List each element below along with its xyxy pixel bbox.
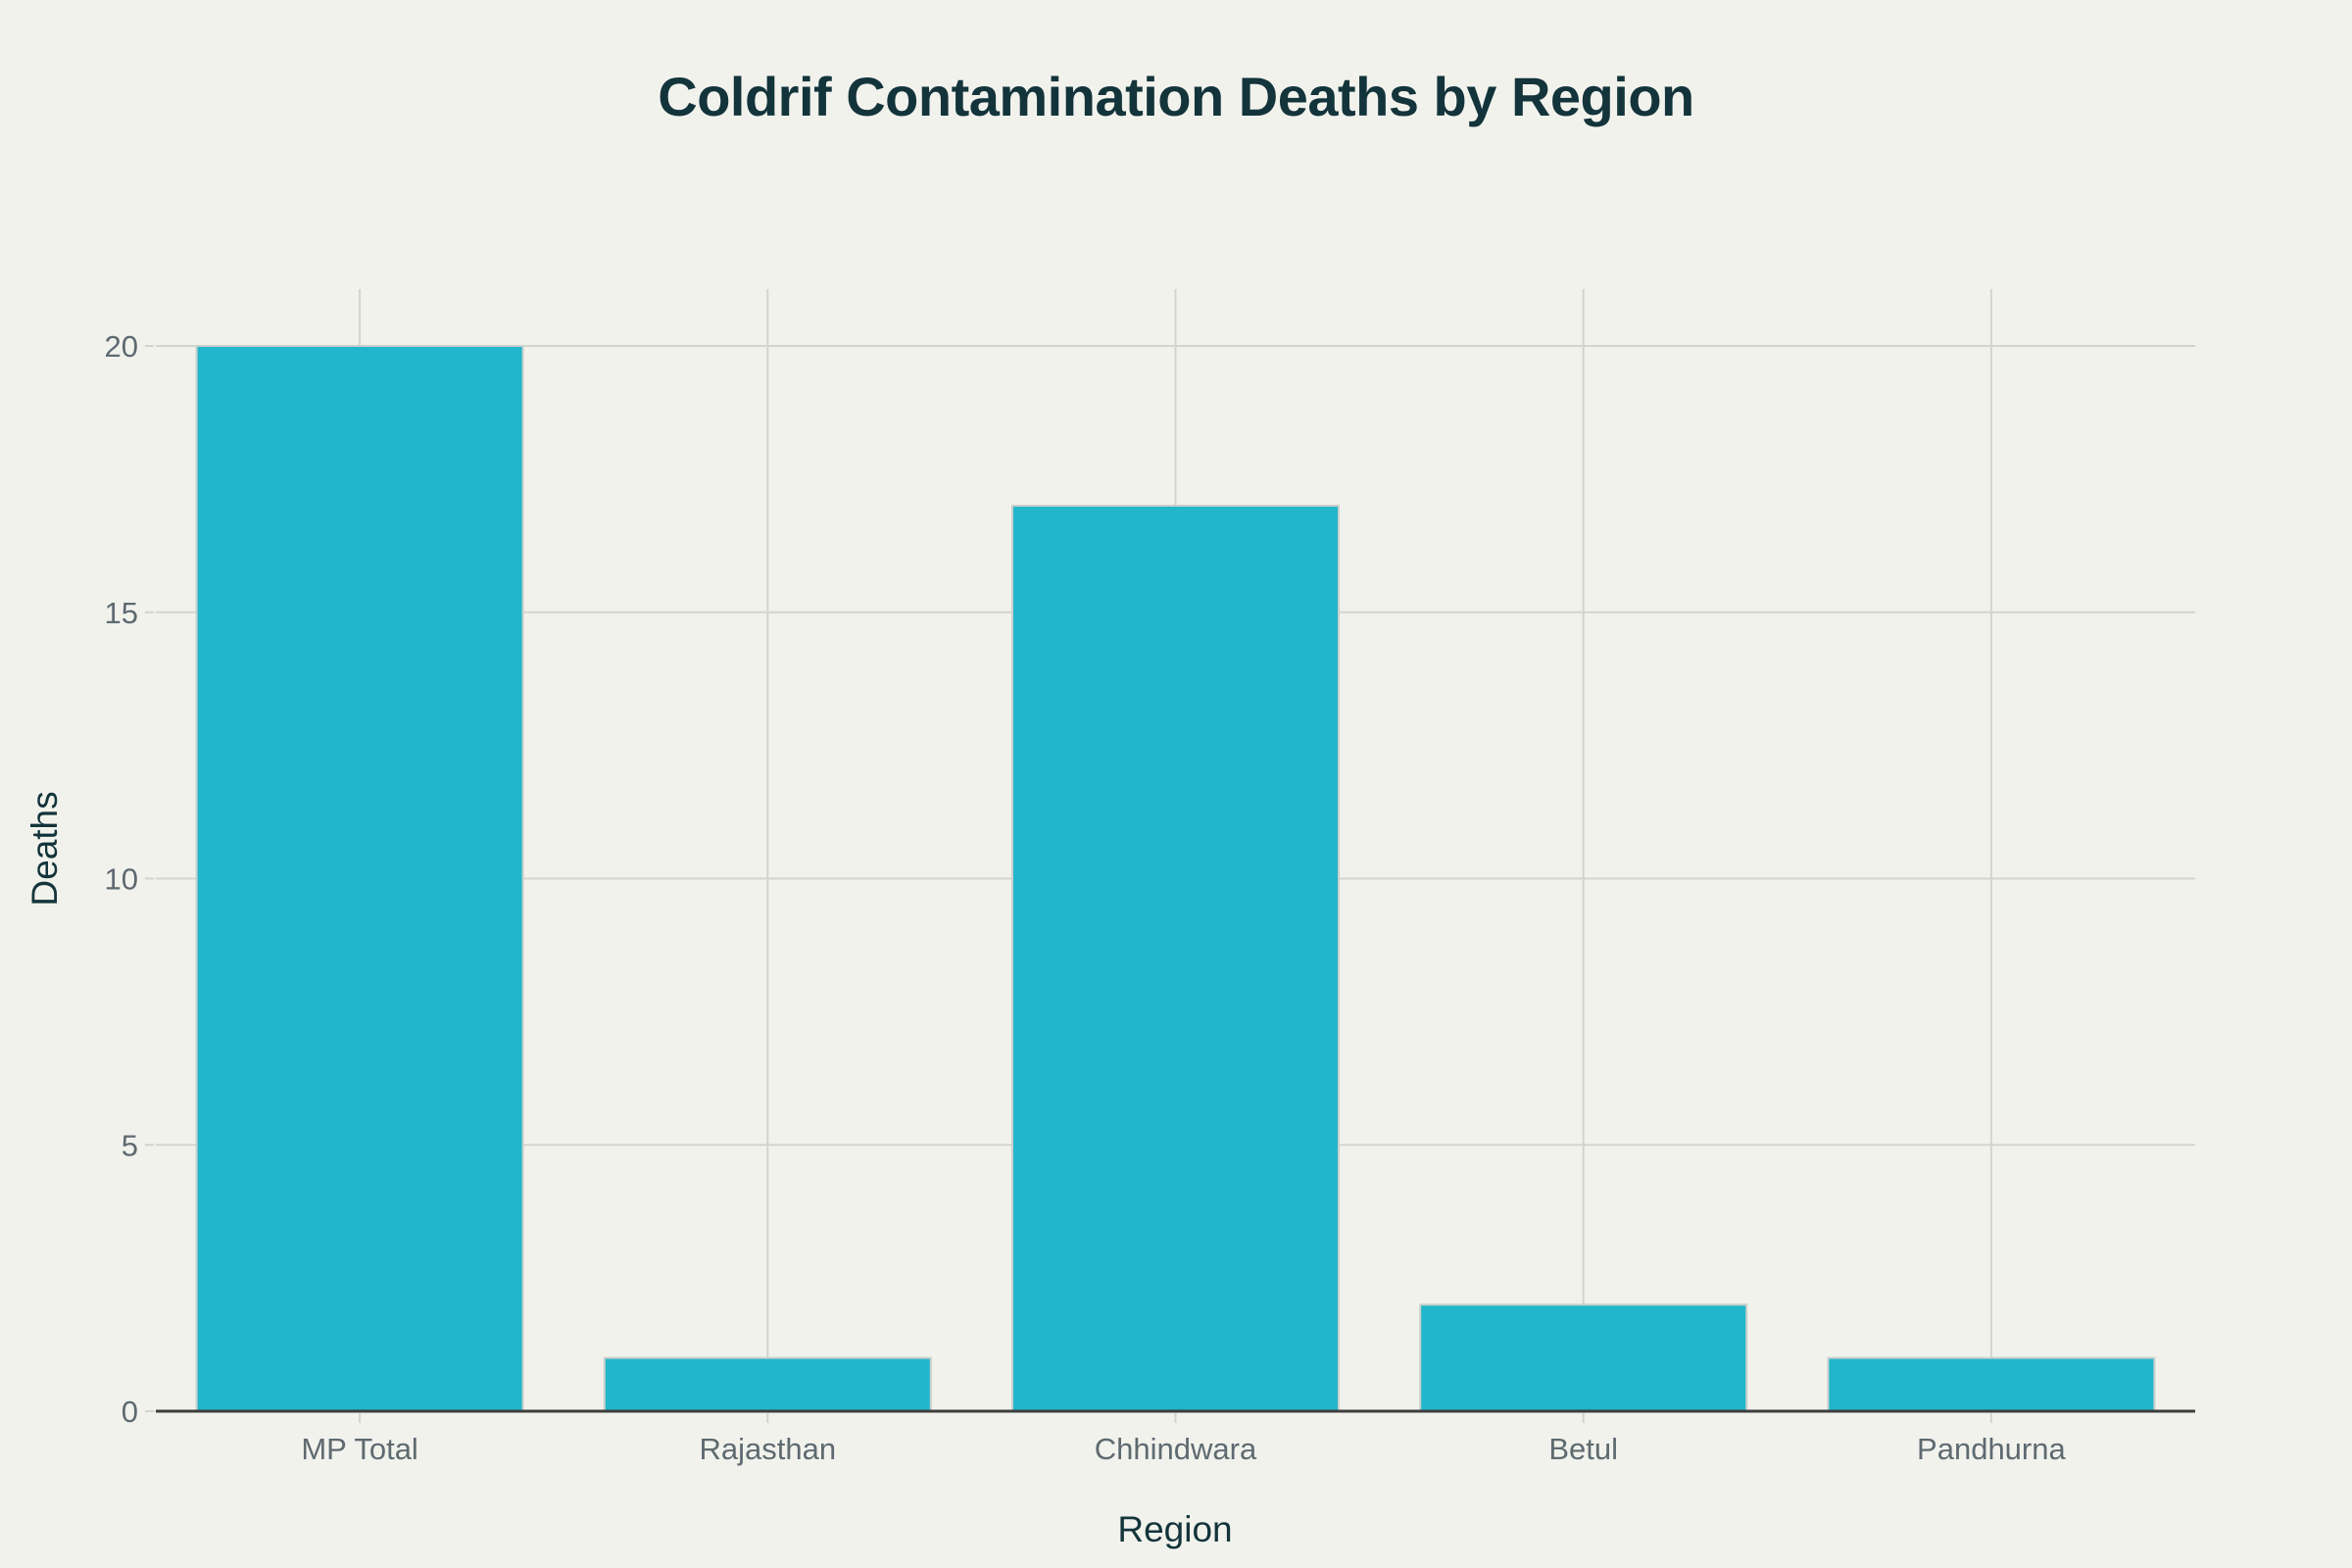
bar-mp-total bbox=[195, 345, 524, 1412]
x-tick-label: Pandhurna bbox=[1917, 1432, 2066, 1466]
axes: 0 5 10 15 20 MP Total Rajasthan Chhindwara Betul… bbox=[105, 329, 2195, 1466]
x-tick-label: Betul bbox=[1548, 1432, 1618, 1466]
x-axis-title: Region bbox=[1117, 1509, 1232, 1549]
bar-chhindwara bbox=[1011, 505, 1340, 1412]
y-tick-label: 10 bbox=[105, 862, 138, 897]
x-tick-label: MP Total bbox=[301, 1432, 417, 1466]
y-axis-title: Deaths bbox=[24, 791, 65, 906]
y-tick-label: 15 bbox=[105, 596, 138, 630]
bar-betul bbox=[1419, 1303, 1748, 1413]
y-tick-label: 0 bbox=[122, 1395, 138, 1429]
y-tick-label: 5 bbox=[122, 1128, 138, 1162]
bar-rajasthan bbox=[603, 1356, 932, 1413]
y-tick-label: 20 bbox=[105, 329, 138, 364]
x-tick-label: Rajasthan bbox=[700, 1432, 837, 1466]
bars bbox=[195, 345, 2156, 1413]
bar-pandhurna bbox=[1827, 1356, 2156, 1413]
x-tick-label: Chhindwara bbox=[1095, 1432, 1257, 1466]
chart-title: Coldrif Contamination Deaths by Region bbox=[658, 66, 1693, 127]
